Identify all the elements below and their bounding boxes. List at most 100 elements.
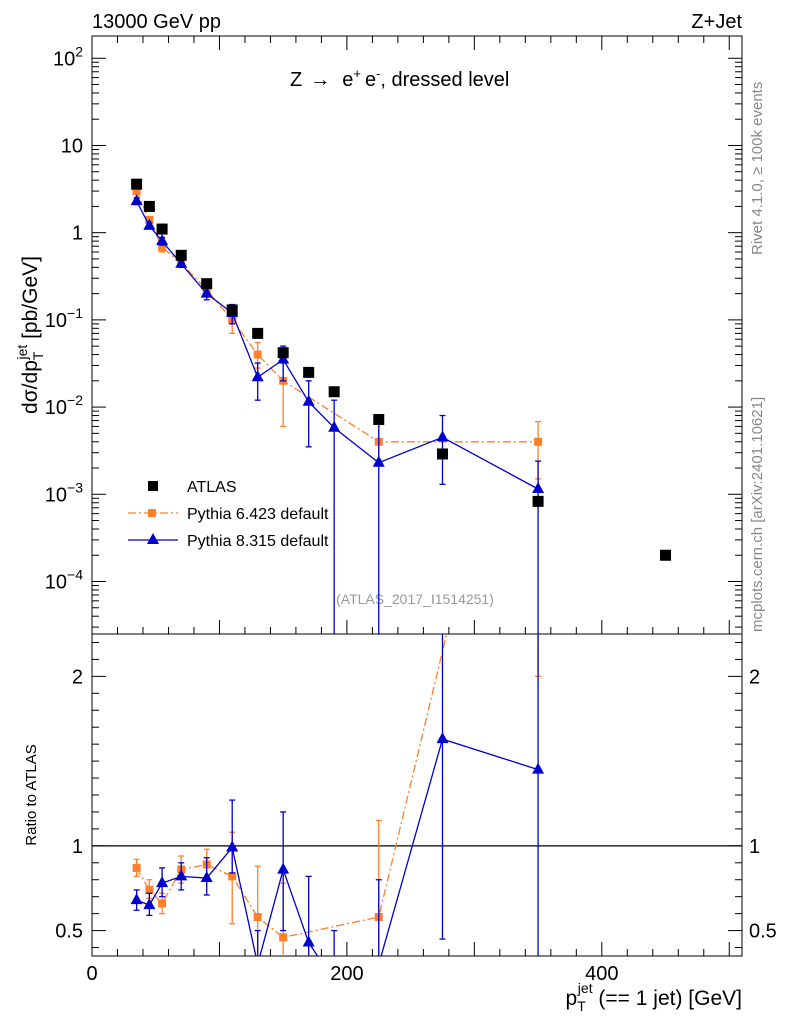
xlabel-base: p [566, 987, 578, 1010]
ratio-xtick-label: 0 [86, 963, 97, 985]
main-pythia-6-423-default-line [136, 190, 539, 443]
main-ytick-exp: 2 [75, 43, 83, 59]
main-pythia-8-315-default-point [143, 218, 156, 230]
main-ytick-label: 10−4 [45, 566, 83, 593]
main-atlas-point [226, 304, 238, 316]
main-atlas-point [175, 249, 187, 261]
ratio-axis-ticks [91, 641, 742, 956]
main-ytick-exp: −4 [67, 566, 83, 582]
main-atlas-point [436, 448, 448, 460]
main-ytick-base: 10 [45, 310, 67, 332]
ratio-pythia-8-315-default-point [200, 871, 213, 883]
ratio-ytick-label-right: 1 [749, 836, 760, 858]
main-pythia-8-315-default-point [130, 194, 143, 206]
analysis-label: (ATLAS_2017_I1514251) [336, 591, 494, 607]
main-ytick-label: 10−3 [45, 479, 83, 506]
main-pythia-6-423-default-point [158, 243, 167, 252]
main-pythia-8-315-default-point [175, 256, 188, 268]
main-ytick-base: 10 [61, 135, 83, 157]
ratio-pythia-8-315-default-point [532, 762, 545, 774]
legend-pythia8-label: Pythia 8.315 default [187, 533, 329, 550]
ratio-ytick-label-right: 0.5 [749, 921, 777, 943]
ratio-pythia-8-315-default-point [130, 893, 143, 905]
ratio-pythia-8-315-default-point [252, 957, 264, 968]
main-ytick-base: 10 [45, 571, 67, 593]
main-ytick-base: 10 [45, 397, 67, 419]
ratio-frame [91, 633, 743, 957]
main-atlas-point [532, 495, 544, 507]
main-atlas-point [143, 200, 155, 212]
legend-item-atlas: ATLAS [148, 479, 237, 496]
legend-item-pythia8: Pythia 8.315 default [128, 533, 329, 550]
ratio-tick-labels: 0.5 0.5 1 1 2 2 0 200 400 [55, 666, 777, 985]
xlabel-suffix: (== 1 jet) [GeV] [593, 987, 742, 1010]
ylabel-sup: jet [14, 345, 30, 361]
ratio-ytick-label-left: 0.5 [55, 921, 83, 943]
legend-atlas-marker [148, 481, 158, 491]
main-ytick-label: 102 [53, 43, 83, 70]
main-pythia-8-315-default-point [436, 430, 449, 442]
ratio-pythia-8-315-default-point [143, 898, 156, 910]
ratio-pythia-6-423-default-point [279, 933, 288, 942]
title-sup1: + [353, 66, 361, 81]
legend-pythia6-label: Pythia 6.423 default [187, 506, 329, 523]
main-ytick-exp: −1 [67, 305, 83, 321]
xlabel-sup: jet [577, 980, 593, 996]
main-ylabel: dσ/dpTjet [pb/GeV] [14, 256, 46, 414]
ratio-pythia-8-315-default-point [436, 732, 449, 744]
main-pythia-8-315-default-point [156, 234, 169, 246]
ratio-pythia-8-315-default-point [226, 840, 239, 852]
x-axis-label: pTjet (== 1 jet) [GeV] [566, 980, 742, 1014]
main-ytick-label: 10−1 [45, 305, 83, 332]
ratio-ylabel-group: Ratio to ATLAS [23, 744, 40, 845]
main-pythia-6-423-default-point [253, 350, 262, 359]
ratio-pythia-6-423-default-point [253, 913, 262, 922]
main-ytick-exp: −2 [67, 392, 83, 408]
ratio-xtick-label: 200 [330, 963, 363, 985]
main-pythia-8-315-default-point [532, 481, 545, 493]
main-atlas-point [252, 327, 264, 339]
ratio-pythia-6-423-default-point [132, 863, 141, 872]
main-atlas-point [328, 386, 340, 398]
main-pythia-8-315-default-line [136, 200, 539, 490]
ratio-pythia-8-315-default-point [175, 869, 188, 881]
main-atlas-point [660, 549, 672, 561]
main-pythia-8-315-default-point [200, 286, 213, 298]
main-ytick-exp: −3 [67, 479, 83, 495]
main-atlas-point [131, 178, 143, 190]
main-atlas-point [201, 278, 213, 290]
ratio-pythia-6-423-default-line [136, 634, 448, 939]
ratio-pythia-6-423-default-point [145, 885, 154, 894]
ratio-pythia-6-423-default-point [158, 899, 167, 908]
ratio-pythia-8-315-default-point [302, 935, 315, 947]
main-pythia-8-315-default-point [302, 394, 315, 406]
main-ylabel-group: dσ/dpTjet [pb/GeV] [14, 256, 46, 414]
ratio-ylabel: Ratio to ATLAS [23, 744, 40, 845]
main-pythia-6-423-default-point [534, 437, 543, 446]
side-mcplots-label: mcplots.cern.ch [arXiv:2401.10621] [749, 397, 766, 632]
main-ytick-label: 10 [61, 135, 83, 157]
ylabel-sub: T [30, 351, 46, 360]
ratio-pythia-8-315-default-point [156, 876, 169, 888]
ratio-ytick-label-left: 2 [72, 666, 83, 688]
main-pythia-8-315-default-point [372, 455, 385, 467]
legend-atlas-label: ATLAS [187, 479, 237, 496]
legend: ATLAS Pythia 6.423 default Pythia 8.315 … [128, 479, 329, 550]
main-axis-ticks [91, 36, 742, 634]
main-ytick-base: 10 [45, 484, 67, 506]
title-arrow: → [310, 69, 330, 91]
ratio-xtick-label: 400 [585, 963, 618, 985]
ratio-ytick-label-left: 1 [72, 836, 83, 858]
main-atlas-point [277, 347, 289, 359]
main-ytick-label: 10−2 [45, 392, 83, 419]
legend-pythia6-marker [148, 509, 156, 517]
main-ytick-base: 10 [53, 48, 75, 70]
ratio-panel: 0.5 0.5 1 1 2 2 0 200 400 Ratio to ATLAS [23, 249, 777, 985]
ratio-pythia-6-423-default-point [534, 249, 542, 257]
legend-item-pythia6: Pythia 6.423 default [128, 506, 329, 523]
main-atlas-point [156, 223, 168, 235]
title-z: Z [290, 69, 302, 91]
